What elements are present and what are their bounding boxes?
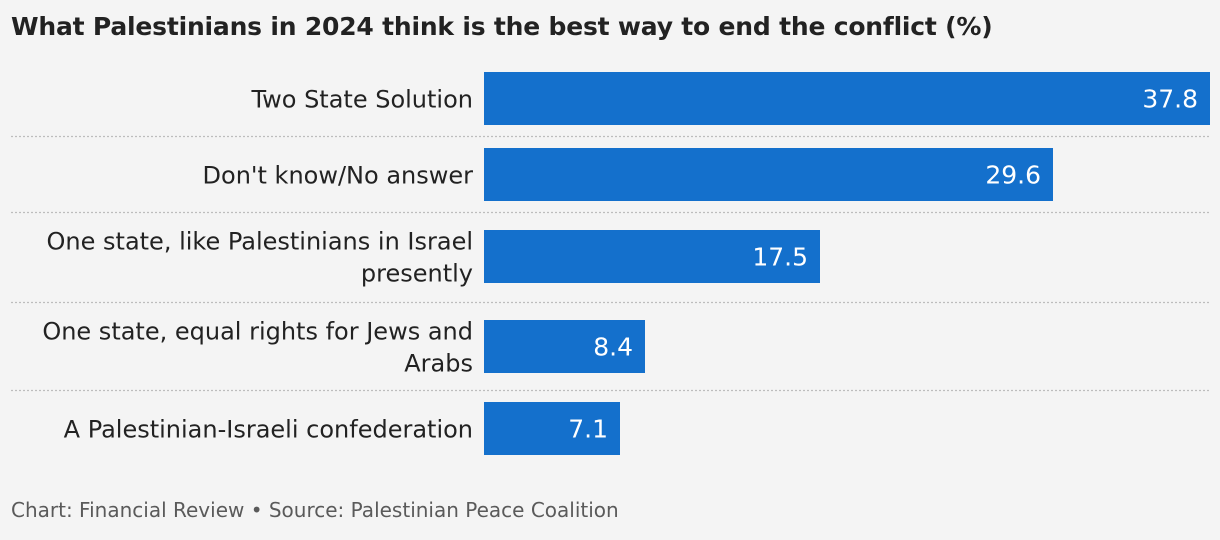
bars: [484, 72, 1210, 455]
value-label: 7.1: [568, 415, 608, 444]
category-label-line: presently: [361, 260, 473, 288]
value-label: 29.6: [985, 161, 1041, 190]
category-label: A Palestinian-Israeli confederation: [64, 416, 473, 444]
bar: [484, 230, 820, 283]
value-label: 37.8: [1142, 85, 1198, 114]
category-label-line: One state, like Palestinians in Israel: [47, 228, 473, 256]
category-label: One state, equal rights for Jews and Arab…: [42, 318, 473, 378]
chart-title: What Palestinians in 2024 think is the b…: [11, 12, 993, 41]
category-label-line: Arabs: [404, 350, 473, 378]
category-label: One state, like Palestinians in Israel pr…: [47, 228, 473, 288]
value-label: 8.4: [593, 333, 633, 362]
category-label-line: One state, equal rights for Jews and: [42, 318, 473, 346]
value-label: 17.5: [752, 243, 808, 272]
category-labels: Two State Solution Don't know/No answer On…: [42, 86, 473, 444]
category-label: Don't know/No answer: [203, 162, 474, 190]
value-labels: 37.8 29.6 17.5 8.4 7.1: [568, 85, 1198, 444]
bar: [484, 148, 1053, 201]
bar: [484, 72, 1210, 125]
category-label: Two State Solution: [250, 86, 473, 114]
category-label-line: Don't know/No answer: [203, 162, 474, 190]
bar: [484, 320, 645, 373]
category-label-line: Two State Solution: [250, 86, 473, 114]
bar: [484, 402, 620, 455]
category-label-line: A Palestinian-Israeli confederation: [64, 416, 473, 444]
chart-footer: Chart: Financial Review • Source: Palest…: [11, 498, 619, 522]
